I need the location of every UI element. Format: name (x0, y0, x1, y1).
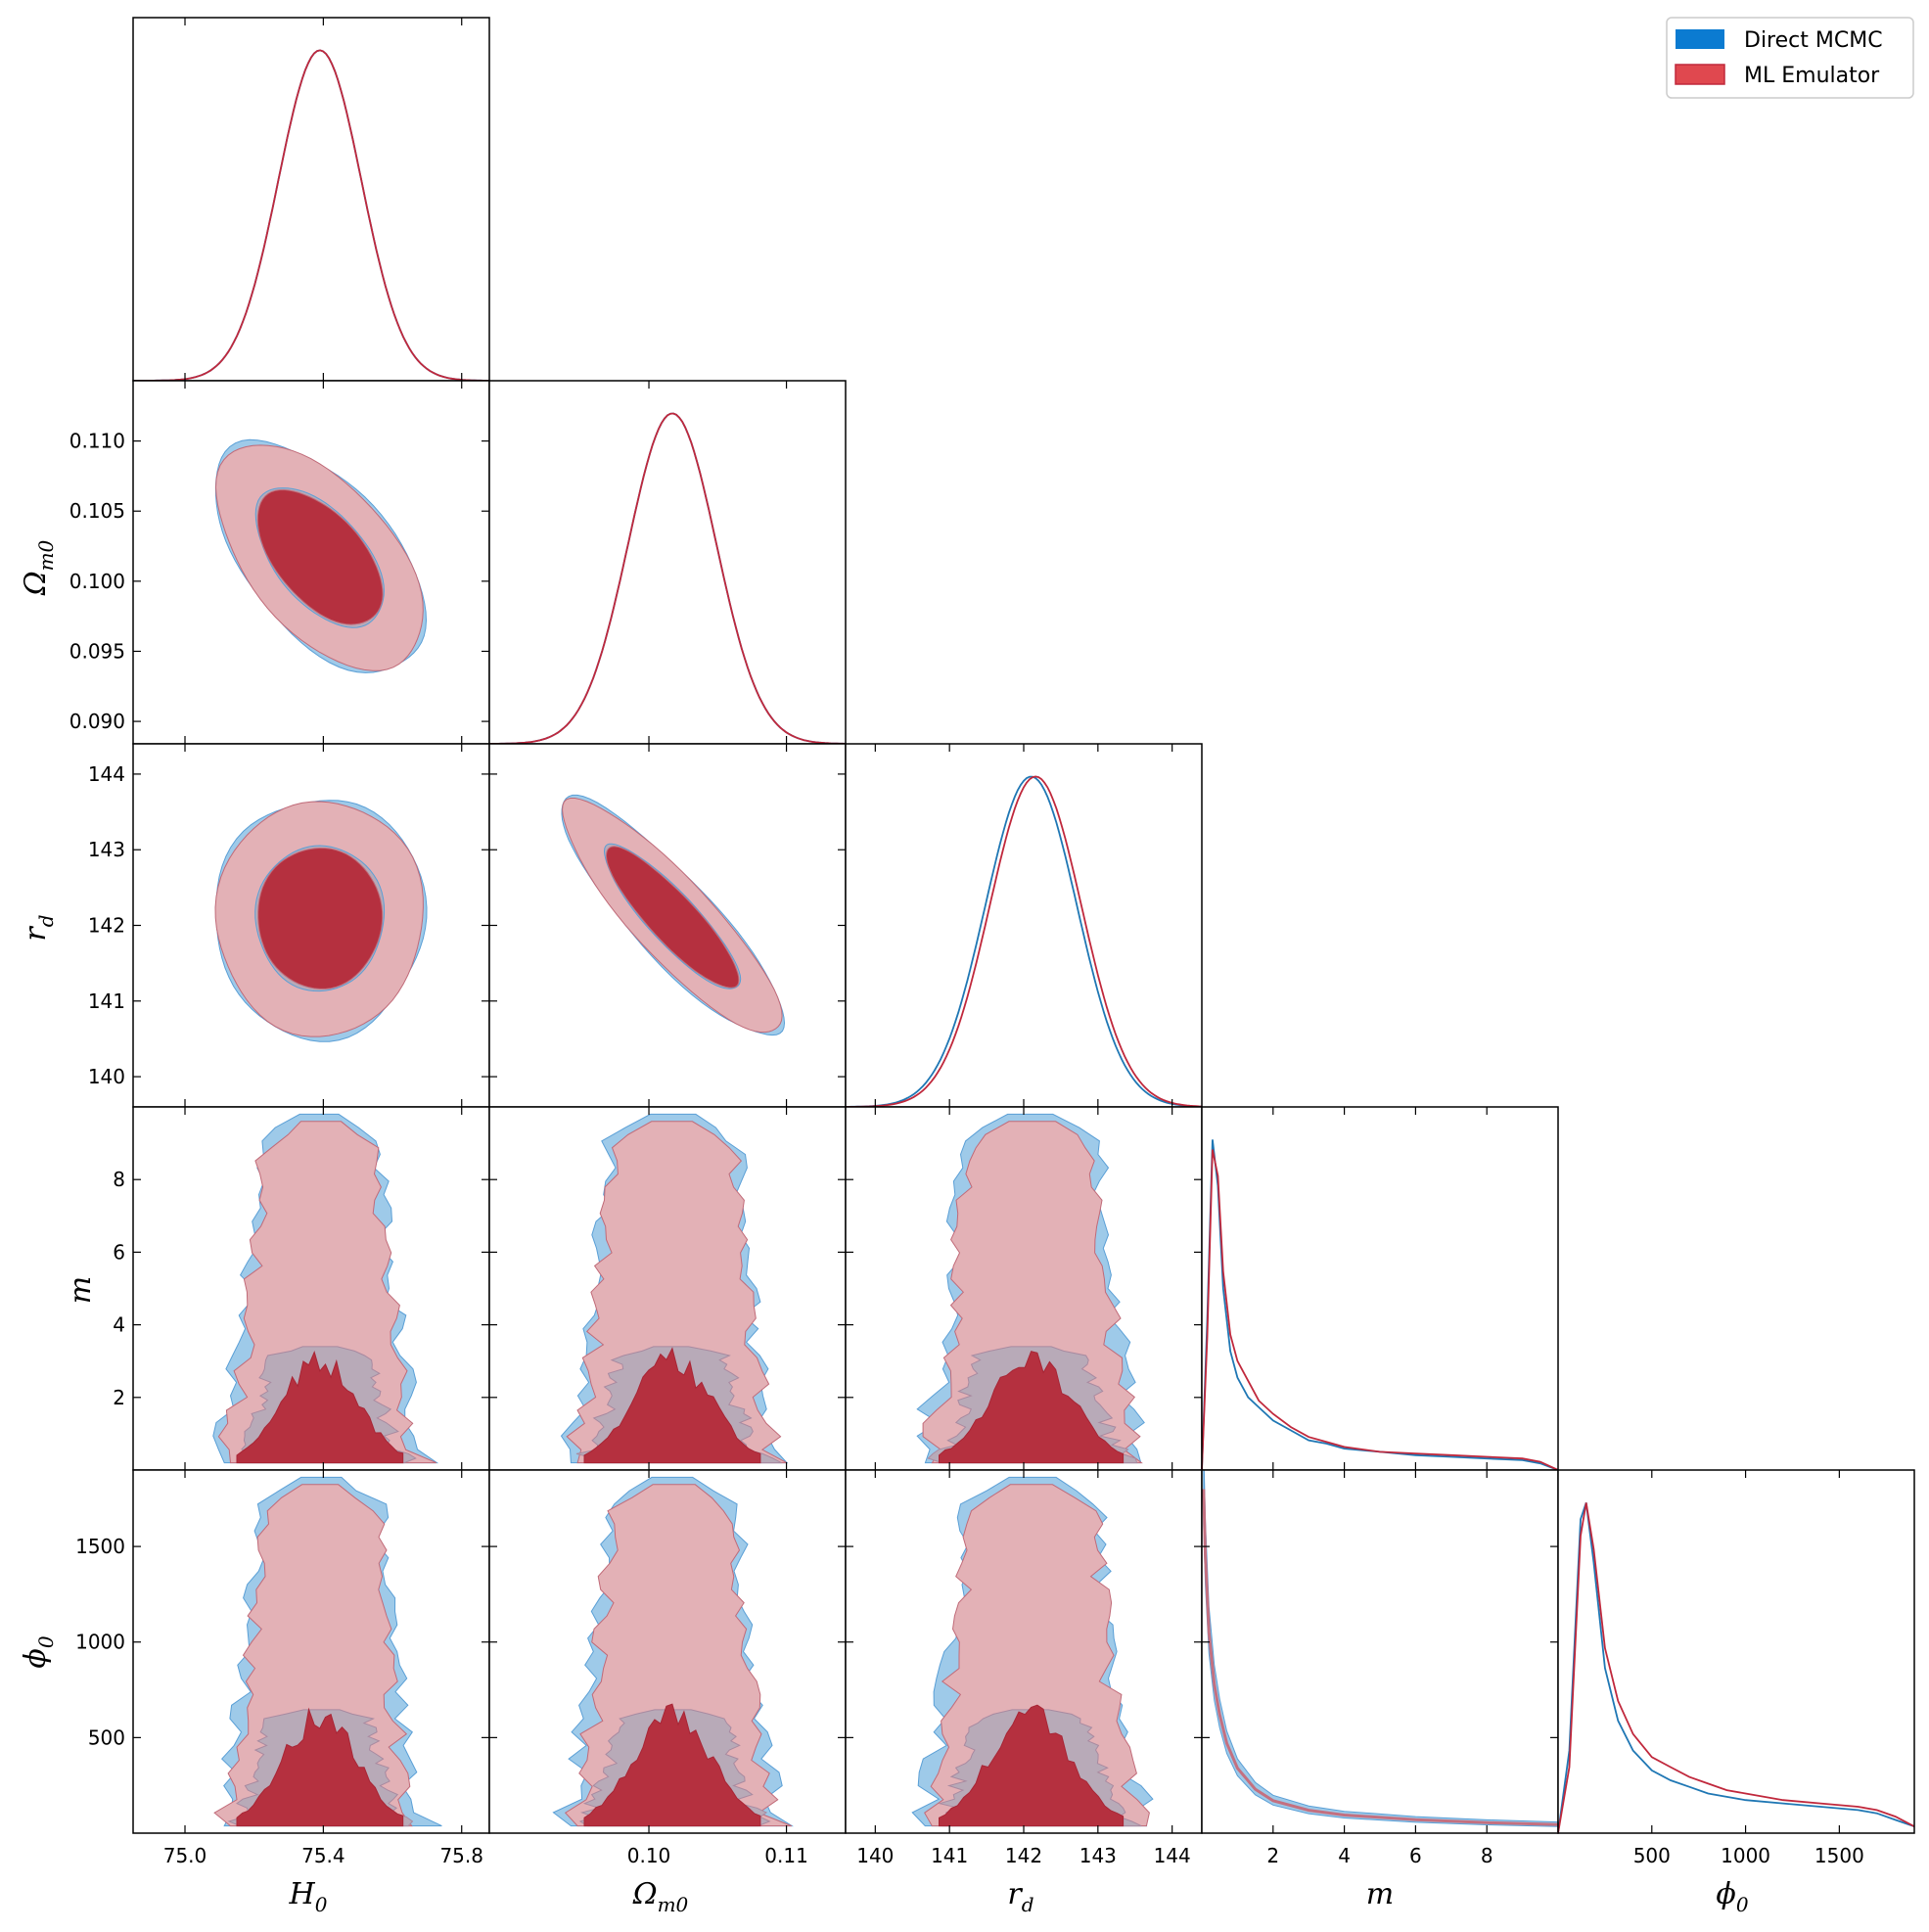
y-tick-label: 500 (88, 1725, 125, 1749)
x-tick-label: 2 (1266, 1844, 1279, 1867)
panel-background (1202, 1470, 1558, 1833)
panel-content (560, 1113, 789, 1464)
panel-content (213, 1476, 442, 1827)
ylabel-m: m (64, 1276, 98, 1304)
panel-content (552, 1476, 794, 1827)
ylabel-rd: rd (19, 914, 58, 941)
y-tick-label: 0.105 (69, 499, 125, 523)
legend-frame (1666, 17, 1914, 99)
panel-background (133, 18, 489, 381)
contour-emulator-inner (939, 1704, 1125, 1827)
panel-frame (1557, 1469, 1915, 1834)
y-tick-label: 4 (113, 1313, 125, 1337)
y-tick-label: 1500 (75, 1535, 125, 1558)
y-tick-label: 142 (88, 914, 125, 938)
ylabel-phi0: ϕ0 (19, 1635, 58, 1668)
contour-mcmc-band (1203, 1470, 1558, 1827)
panel-content (214, 800, 428, 1042)
xlabel-H0: H0 (289, 1877, 328, 1916)
panel-content (214, 438, 428, 673)
x-tick-label: 0.10 (627, 1844, 671, 1867)
xlabel-Om0: Ωm0 (632, 1877, 689, 1916)
y-tick-label: 0.100 (69, 570, 125, 593)
x-tick-label: 144 (1154, 1844, 1191, 1867)
contour-emulator-inner (257, 847, 384, 989)
panel-content (916, 1113, 1145, 1464)
x-tick-label: 1500 (1814, 1844, 1864, 1867)
contour-emulator-inner (939, 1351, 1125, 1464)
contour-emulator-inner (583, 1347, 761, 1464)
panel-content (911, 1476, 1154, 1827)
contour-emulator-inner (583, 1703, 761, 1827)
y-tick-label: 140 (88, 1065, 125, 1088)
xlabel-phi0: ϕ0 (1716, 1877, 1748, 1916)
x-tick-label: 140 (856, 1844, 894, 1867)
legend-swatch-mcmc (1676, 29, 1724, 49)
y-tick-label: 6 (113, 1240, 125, 1264)
y-tick-label: 0.090 (69, 710, 125, 733)
y-tick-label: 0.110 (69, 430, 125, 453)
y-tick-label: 143 (88, 838, 125, 861)
marginal-emulator (133, 49, 489, 382)
contour-emulator-band (1202, 1489, 1558, 1826)
legend-swatch-emulator (1675, 64, 1725, 85)
x-tick-label: 0.11 (764, 1844, 808, 1867)
x-tick-label: 75.4 (301, 1844, 345, 1867)
y-tick-label: 144 (88, 762, 125, 786)
panel-background (846, 744, 1202, 1107)
marginal-mcmc (846, 775, 1203, 1108)
xlabel-rd: rd (1007, 1877, 1033, 1916)
marginal-emulator (846, 775, 1203, 1108)
contour-emulator-inner (256, 488, 384, 625)
y-tick-label: 8 (113, 1168, 125, 1191)
legend-label-mcmc: Direct MCMC (1744, 28, 1883, 53)
y-tick-label: 1000 (75, 1631, 125, 1654)
y-tick-label: 2 (113, 1386, 125, 1409)
xlabel-m: m (1366, 1877, 1394, 1911)
contour-emulator-inner (236, 1351, 404, 1464)
contour-emulator-inner (236, 1707, 404, 1827)
x-tick-label: 75.8 (439, 1844, 483, 1867)
x-tick-label: 8 (1481, 1844, 1493, 1867)
y-tick-label: 141 (88, 989, 125, 1013)
panel-background (489, 381, 846, 744)
panels-layer: 0.090 0.095 0.100 0.105 0.110 140 141 142 143 144… (69, 17, 1915, 1867)
legend-label-emulator: ML Emulator (1744, 64, 1880, 88)
marginal-emulator (489, 412, 847, 745)
panel-background (1202, 1107, 1558, 1470)
x-tick-label: 1000 (1721, 1844, 1770, 1867)
x-tick-label: 143 (1079, 1844, 1117, 1867)
x-tick-label: 75.0 (163, 1844, 207, 1867)
y-tick-label: 0.095 (69, 639, 125, 663)
panel-content (561, 794, 786, 1036)
panel-background (1558, 1470, 1914, 1833)
marginal-phi0-emulator (1557, 1502, 1915, 1834)
labels-layer: H0 Ωm0 rd m ϕ0 Ωm0 rd m ϕ0 (19, 539, 1749, 1916)
x-tick-label: 141 (931, 1844, 968, 1867)
panel-content (212, 1113, 439, 1464)
panel-content (1202, 1470, 1558, 1827)
marginal-m-emulator (1201, 1149, 1559, 1471)
x-tick-label: 6 (1409, 1844, 1422, 1867)
ylabel-Om0: Ωm0 (19, 539, 58, 596)
contour-emulator-inner (605, 846, 740, 989)
x-tick-label: 142 (1005, 1844, 1042, 1867)
x-tick-label: 500 (1633, 1844, 1671, 1867)
x-tick-label: 4 (1338, 1844, 1351, 1867)
legend: Direct MCMC ML Emulator (1666, 17, 1914, 99)
